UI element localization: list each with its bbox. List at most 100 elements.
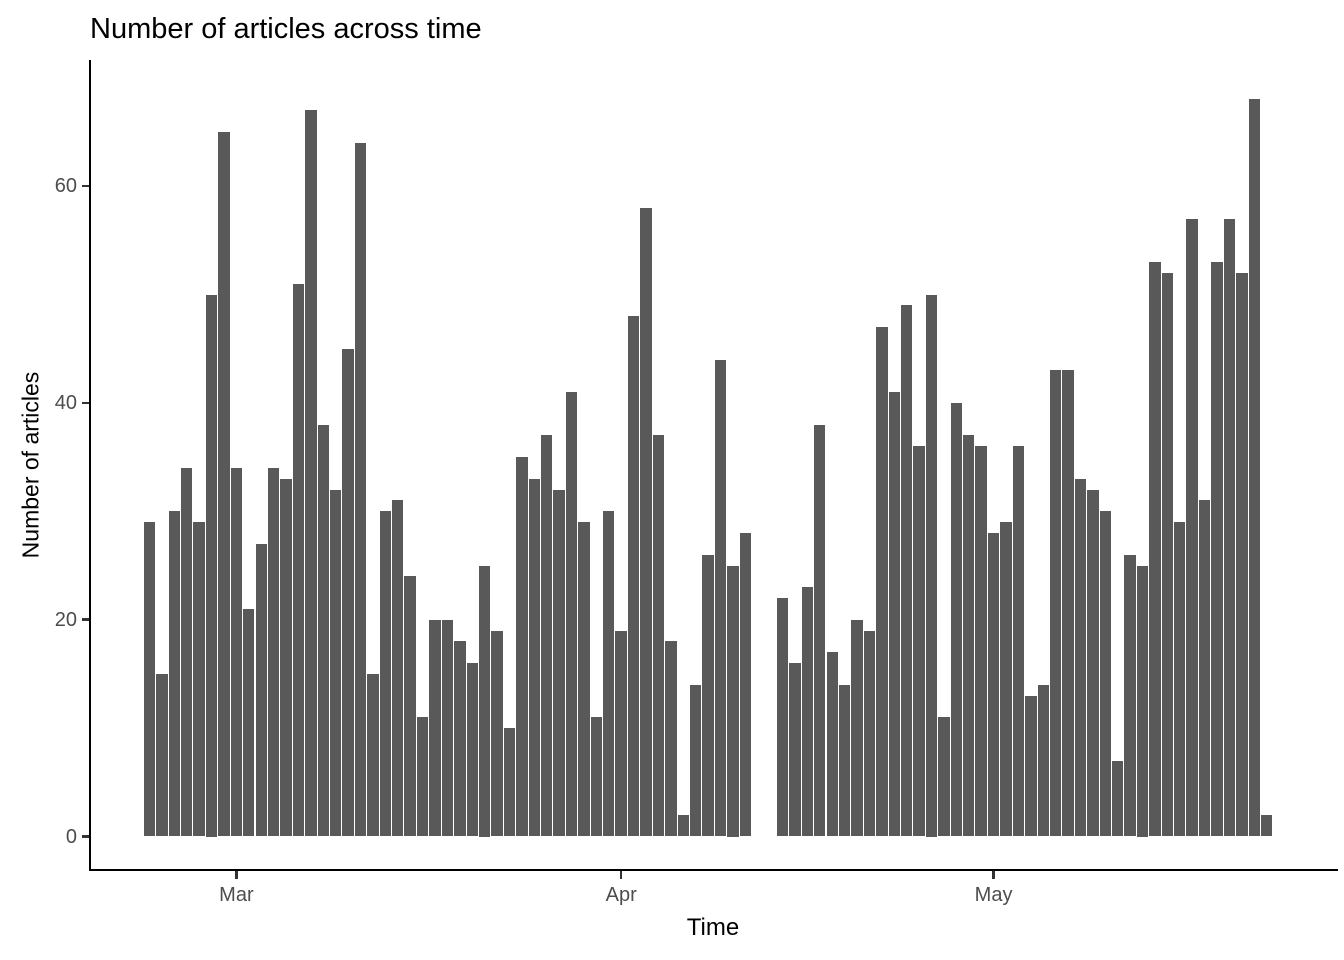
y-tick-label: 20 xyxy=(54,608,77,631)
bar xyxy=(1062,370,1074,837)
bar xyxy=(913,446,925,837)
bar xyxy=(280,478,292,837)
bar xyxy=(243,608,255,837)
bar xyxy=(677,814,689,837)
bar xyxy=(541,435,553,837)
bar xyxy=(1000,522,1012,837)
bar xyxy=(404,576,416,837)
bar xyxy=(851,619,863,837)
bar xyxy=(1248,99,1260,837)
chart-title: Number of articles across time xyxy=(90,13,482,45)
bar xyxy=(143,522,156,837)
bar xyxy=(168,511,181,837)
bar xyxy=(838,684,851,837)
bar xyxy=(987,532,1000,837)
bar xyxy=(578,522,590,837)
bar xyxy=(267,467,280,837)
x-axis-line xyxy=(88,868,1338,871)
bar xyxy=(392,500,404,837)
bar xyxy=(565,392,578,837)
bar xyxy=(1074,478,1087,837)
bar xyxy=(255,543,267,837)
bar xyxy=(305,110,317,837)
y-tick-mark xyxy=(81,835,89,838)
y-tick-mark xyxy=(81,184,89,188)
bar xyxy=(205,294,218,837)
x-tick-mark xyxy=(235,871,238,879)
bar xyxy=(1049,370,1062,837)
bar xyxy=(963,435,975,837)
bar xyxy=(429,619,441,837)
bar xyxy=(702,554,714,837)
y-axis-line xyxy=(88,60,91,871)
x-tick-mark xyxy=(619,871,623,879)
bar xyxy=(441,619,454,837)
x-tick-label: Apr xyxy=(605,884,637,906)
bar xyxy=(975,446,987,837)
bar xyxy=(739,532,751,837)
bar xyxy=(1136,565,1149,837)
bar xyxy=(503,728,516,837)
bar xyxy=(938,717,950,837)
bar xyxy=(454,641,466,837)
y-tick-label: 40 xyxy=(54,391,77,414)
bar xyxy=(665,641,677,837)
bar xyxy=(181,467,193,837)
bar xyxy=(603,511,615,837)
bar xyxy=(925,294,938,837)
bar xyxy=(1087,489,1099,837)
bar xyxy=(727,565,739,837)
bar xyxy=(1149,261,1161,837)
bar xyxy=(1161,272,1174,837)
bar xyxy=(354,142,367,837)
bar xyxy=(491,630,503,837)
bar xyxy=(652,435,665,837)
bar xyxy=(863,630,876,837)
y-tick-label: 0 xyxy=(65,825,77,848)
bar xyxy=(466,663,478,837)
x-tick-label: Mar xyxy=(219,884,254,906)
y-tick-label: 60 xyxy=(54,175,77,198)
bar xyxy=(1223,218,1236,837)
bar xyxy=(553,489,565,837)
bar xyxy=(193,522,205,837)
y-tick-mark xyxy=(81,618,89,621)
bar xyxy=(379,511,392,837)
x-axis-title: Time xyxy=(686,914,740,941)
x-tick-label: May xyxy=(974,884,1013,906)
bar xyxy=(367,673,379,837)
bar xyxy=(789,663,801,837)
bar xyxy=(689,684,702,837)
bar xyxy=(814,424,826,837)
bar xyxy=(640,207,652,837)
bar xyxy=(1012,446,1025,837)
bar xyxy=(1174,522,1186,837)
bar xyxy=(900,305,913,837)
bar xyxy=(416,717,429,837)
bar xyxy=(776,598,789,837)
bar xyxy=(1124,554,1136,837)
x-tick-mark xyxy=(992,871,995,879)
bar xyxy=(1025,695,1037,837)
bar xyxy=(292,283,305,837)
bar xyxy=(627,316,640,837)
bar xyxy=(1112,760,1124,837)
bar xyxy=(1236,272,1248,837)
bar xyxy=(714,359,727,837)
bar xyxy=(528,478,540,837)
bar xyxy=(317,424,329,837)
bar xyxy=(950,402,963,837)
y-tick-mark xyxy=(81,401,89,405)
bar xyxy=(1186,218,1198,837)
bar xyxy=(801,587,814,837)
bar xyxy=(876,327,888,837)
bar xyxy=(1260,814,1273,837)
bar xyxy=(156,673,168,837)
bar xyxy=(590,717,603,837)
bar xyxy=(329,489,342,837)
bar xyxy=(826,652,838,837)
bar xyxy=(1037,684,1049,837)
bar xyxy=(342,348,354,837)
bar xyxy=(615,630,627,837)
bar xyxy=(478,565,491,837)
